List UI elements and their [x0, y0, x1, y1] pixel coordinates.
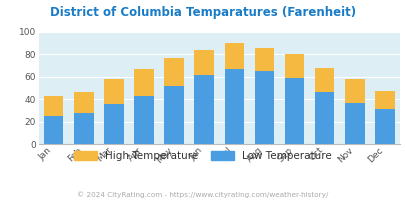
Bar: [254, 71, 273, 144]
Bar: [74, 92, 93, 113]
Bar: [224, 69, 243, 144]
Bar: [74, 113, 93, 144]
Bar: [164, 86, 183, 144]
Bar: [194, 50, 213, 75]
Bar: [134, 96, 153, 144]
Bar: [254, 48, 273, 71]
Bar: [374, 109, 394, 144]
Bar: [44, 116, 63, 144]
Bar: [104, 79, 124, 104]
Bar: [284, 78, 304, 144]
Bar: [224, 43, 243, 69]
Bar: [44, 96, 63, 116]
Bar: [344, 79, 364, 103]
Bar: [284, 54, 304, 78]
Bar: [104, 104, 124, 144]
Bar: [134, 69, 153, 96]
Bar: [194, 75, 213, 144]
Text: District of Columbia Temparatures (Farenheit): District of Columbia Temparatures (Faren…: [50, 6, 355, 19]
Bar: [164, 58, 183, 86]
Text: © 2024 CityRating.com - https://www.cityrating.com/weather-history/: © 2024 CityRating.com - https://www.city…: [77, 191, 328, 198]
Bar: [374, 91, 394, 109]
Bar: [314, 92, 334, 144]
Bar: [314, 68, 334, 92]
Bar: [344, 103, 364, 144]
Legend: High Temperature, Low Temperature: High Temperature, Low Temperature: [74, 151, 331, 161]
